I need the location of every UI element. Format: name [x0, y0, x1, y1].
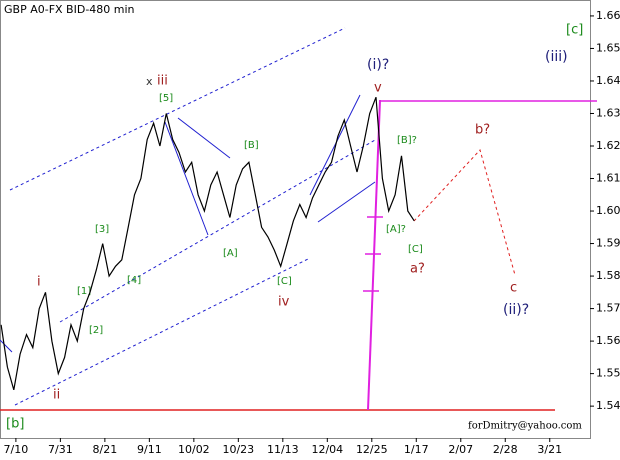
- annotation: forDmitry@yahoo.com: [468, 421, 582, 432]
- projection: [413, 149, 516, 276]
- annotation: [3]: [95, 224, 109, 235]
- annotation: (i)?: [367, 57, 389, 73]
- trend-line: [177, 117, 231, 159]
- trend-line: [317, 181, 376, 223]
- annotation: [4]: [127, 275, 141, 286]
- annotation: c: [510, 281, 517, 296]
- chart-title: GBP A0-FX BID-480 min: [4, 3, 135, 16]
- price-line: [0, 96, 415, 391]
- annotation: [2]: [89, 325, 103, 336]
- wave-lines: [0, 27, 376, 406]
- annotation: [A]?: [386, 224, 406, 235]
- x-tick-label: 3/21: [537, 443, 562, 456]
- x-tick-label: 1/17: [404, 443, 429, 456]
- annotation: [B]?: [397, 135, 417, 146]
- target-ticks: [363, 216, 383, 292]
- x-tick-label: 7/10: [4, 443, 29, 456]
- annotation: ii: [53, 388, 60, 403]
- annotation: [b]: [6, 417, 24, 432]
- channel-lower: [14, 257, 311, 406]
- annotation: v: [374, 81, 382, 96]
- y-tick-label: 1.56: [596, 334, 620, 347]
- y-tick-label: 1.55: [596, 367, 620, 380]
- annotation: [C]: [408, 244, 423, 255]
- target-line: [367, 99, 381, 411]
- annotation: [c]: [566, 23, 583, 38]
- y-tick-label: 1.58: [596, 269, 620, 282]
- channel-middle: [59, 139, 376, 323]
- annotation: [B]: [244, 140, 259, 151]
- annotation: [5]: [159, 93, 173, 104]
- annotation: (ii)?: [503, 302, 529, 318]
- annotation: a?: [410, 262, 425, 277]
- x-tick-label: 10/02: [178, 443, 210, 456]
- y-tick-label: 1.54: [596, 399, 620, 412]
- y-tick-label: 1.65: [596, 41, 620, 54]
- y-tick-label: 1.62: [596, 139, 620, 152]
- annotation: [C]: [277, 276, 292, 287]
- x-tick-label: 11/13: [267, 443, 299, 456]
- y-tick-label: 1.61: [596, 172, 620, 185]
- trend-line: [309, 94, 361, 196]
- x-tick-label: 12/04: [311, 443, 343, 456]
- trend-line: [0, 339, 13, 353]
- annotation: iii: [157, 74, 168, 89]
- x-tick-label: 2/07: [448, 443, 473, 456]
- y-tick-label: 1.64: [596, 74, 620, 87]
- annotation: [A]: [223, 248, 238, 259]
- y-tick-label: 1.63: [596, 106, 620, 119]
- y-tick-label: 1.60: [596, 204, 620, 217]
- x-tick-label: 7/31: [48, 443, 73, 456]
- x-tick-label: 12/25: [356, 443, 388, 456]
- annotation: b?: [475, 123, 490, 138]
- y-tick-label: 1.57: [596, 302, 620, 315]
- annotation: i: [37, 275, 41, 290]
- channel-upper: [9, 27, 346, 191]
- x-tick-label: 10/23: [222, 443, 254, 456]
- annotation: x: [146, 75, 153, 88]
- y-tick-label: 1.59: [596, 237, 620, 250]
- x-tick-label: 9/11: [137, 443, 162, 456]
- x-tick-label: 2/28: [493, 443, 518, 456]
- plot-frame: [0, 0, 591, 439]
- x-tick-label: 8/21: [93, 443, 118, 456]
- annotation: iv: [278, 295, 290, 310]
- annotation: (iii): [545, 49, 568, 65]
- trend-line: [164, 121, 209, 236]
- annotation: [1]: [77, 286, 91, 297]
- y-tick-label: 1.66: [596, 9, 620, 22]
